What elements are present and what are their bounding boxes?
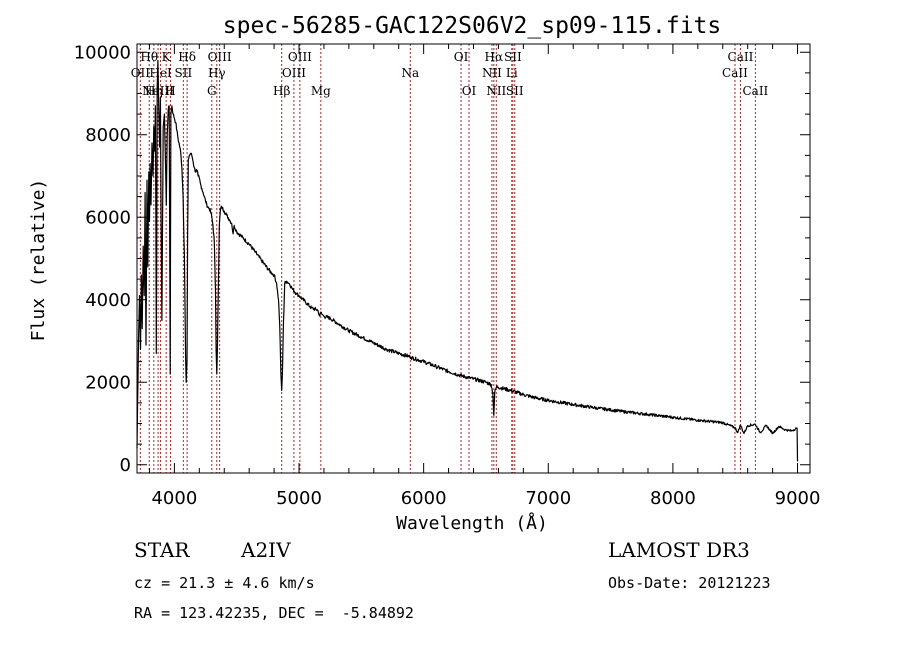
x-axis-ticks: 4000 5000 6000 7000 8000 9000 — [148, 44, 821, 509]
spectral-line-label: CaII — [722, 66, 748, 80]
spectral-line-label: G — [207, 84, 217, 98]
spectral-line-markers — [139, 44, 756, 473]
spectral-line-label: Hγ — [208, 66, 226, 80]
spectral-line-label: K — [162, 50, 172, 64]
spectral-line-label: H — [165, 84, 175, 98]
spectral-line-label: SII — [504, 50, 522, 64]
spectral-line-label: SII — [506, 84, 524, 98]
spectral-line-label: CaII — [742, 84, 768, 98]
spectral-line-label: CaII — [728, 50, 754, 64]
object-class: STAR — [134, 538, 190, 562]
observation-date: Obs-Date: 20121223 — [608, 574, 771, 592]
spectral-line-label: Mg — [311, 84, 331, 98]
y-tick-label: 10000 — [74, 42, 131, 63]
spectral-line-label: OIII — [288, 50, 312, 64]
spectral-line-label: HeI — [149, 66, 172, 80]
survey-name: LAMOST DR3 — [608, 538, 750, 562]
spectral-line-label: OIII — [208, 50, 232, 64]
spectral-line-label: Hα — [485, 50, 504, 64]
spectral-line-label: Li — [506, 66, 518, 80]
spectral-line-label: Hθ — [140, 50, 158, 64]
spectral-line-labels: OIIHθHηNeIIIHeIKHSIIHδGHγOIIIHβOIIIOIIIM… — [131, 50, 769, 98]
y-axis-ticks: 0 2000 4000 6000 8000 10000 — [74, 42, 810, 476]
spectral-line-label: NII — [486, 84, 506, 98]
spectral-line-label: Na — [401, 66, 419, 80]
x-tick-label: 4000 — [151, 488, 197, 509]
x-tick-label: 9000 — [775, 488, 821, 509]
spectral-line-label: OI — [454, 50, 469, 64]
x-tick-label: 6000 — [401, 488, 447, 509]
y-axis-label: Flux (relative) — [28, 179, 49, 342]
y-tick-label: 8000 — [85, 125, 131, 146]
y-tick-label: 6000 — [85, 207, 131, 228]
y-tick-label: 0 — [120, 455, 131, 476]
spectral-line-label: NII — [482, 66, 502, 80]
x-tick-label: 8000 — [650, 488, 696, 509]
x-tick-label: 5000 — [276, 488, 322, 509]
x-axis-label: Wavelength (Å) — [396, 512, 548, 534]
chart-title: spec-56285-GAC122S06V2_sp09-115.fits — [223, 13, 722, 39]
y-tick-label: 4000 — [85, 290, 131, 311]
object-subclass: A2IV — [241, 538, 291, 562]
spectrum-line — [136, 59, 799, 462]
spectral-line-label: Hβ — [273, 84, 290, 98]
spectral-line-label: OI — [462, 84, 477, 98]
y-tick-label: 2000 — [85, 372, 131, 393]
plot-frame — [136, 43, 811, 474]
spectral-line-label: SII — [175, 66, 193, 80]
redshift-text: cz = 21.3 ± 4.6 km/s — [134, 574, 315, 592]
spectral-line-label: Hδ — [178, 50, 196, 64]
x-tick-label: 7000 — [525, 488, 571, 509]
spectral-line-label: OIII — [282, 66, 306, 80]
coordinates-text: RA = 123.42235, DEC = -5.84892 — [134, 604, 414, 622]
